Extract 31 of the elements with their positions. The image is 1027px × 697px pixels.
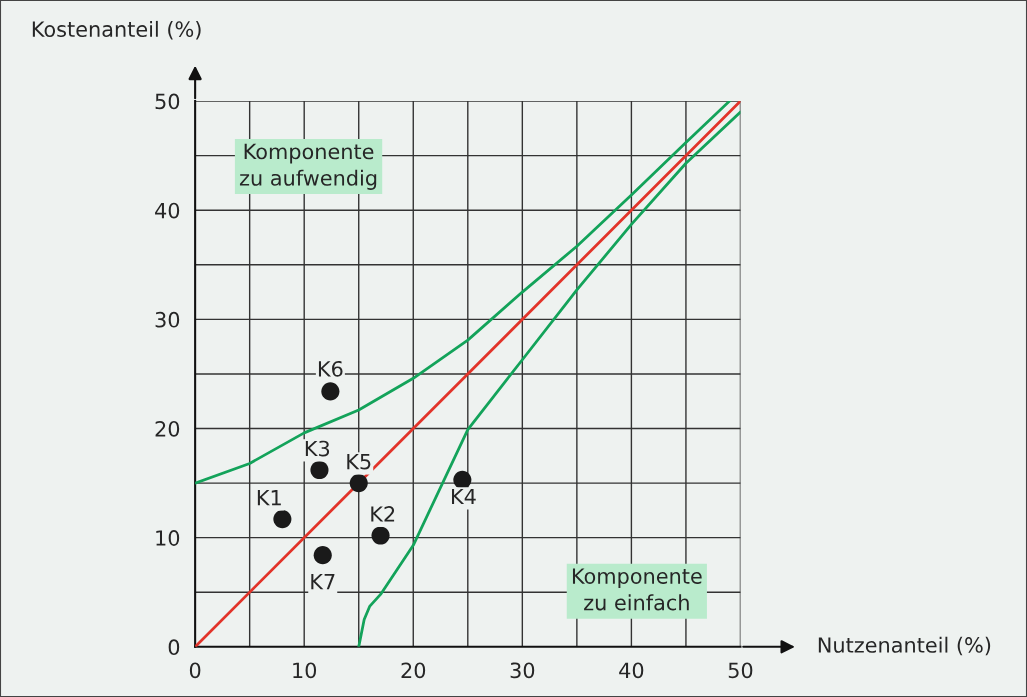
y-axis-title: Kostenanteil (%) <box>32 20 201 40</box>
point <box>349 474 368 493</box>
annotation: Komponente zu einfach <box>572 568 702 611</box>
annotation: K6 <box>318 360 343 377</box>
point <box>321 382 340 401</box>
x-tick-label: 0 <box>189 662 201 679</box>
point <box>313 546 332 565</box>
line-series <box>195 101 731 485</box>
x-tick-label: 10 <box>293 662 317 679</box>
annotation: K3 <box>305 440 330 457</box>
x-tick-label: 30 <box>510 662 535 679</box>
point <box>310 460 329 480</box>
x-tick-label: 20 <box>401 662 426 679</box>
annotation: K5 <box>347 454 371 470</box>
annotation: Komponente zu aufwendig <box>239 143 377 190</box>
annotation: K1 <box>257 490 281 506</box>
annotation: K4 <box>452 488 476 505</box>
annotation: K2 <box>371 506 395 522</box>
x-tick-label: 40 <box>619 662 644 679</box>
x-tick-label: 50 <box>728 662 753 679</box>
x-axis-title: Nutzenanteil (%) <box>818 636 991 656</box>
y-tick-label: 30 <box>155 311 180 328</box>
y-tick-label: 50 <box>155 93 180 110</box>
y-tick-label: 20 <box>155 420 180 437</box>
y-tick-label: 0 <box>168 639 180 656</box>
annotation: K7 <box>311 574 335 590</box>
y-tick-label: 40 <box>155 202 180 219</box>
point <box>453 470 472 489</box>
point <box>371 526 390 545</box>
point <box>273 510 292 529</box>
y-tick-label: 10 <box>156 530 180 546</box>
